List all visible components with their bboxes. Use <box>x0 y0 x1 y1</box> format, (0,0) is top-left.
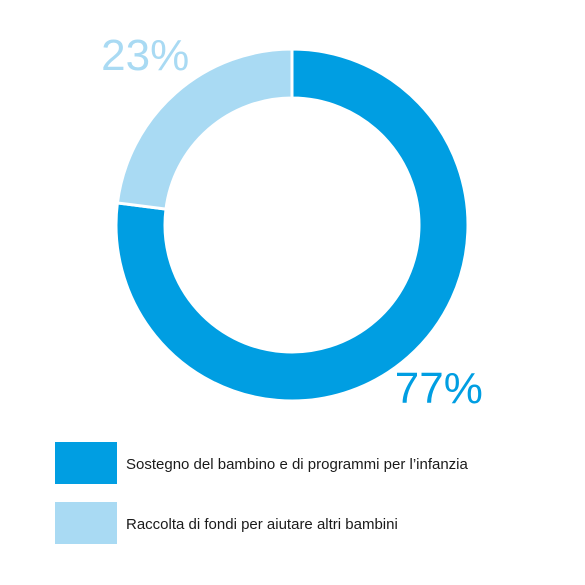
legend-label: Raccolta di fondi per aiutare altri bamb… <box>126 516 398 533</box>
donut-slice <box>114 47 470 403</box>
slice-label: 23% <box>101 31 189 80</box>
legend-swatch <box>55 502 117 544</box>
donut-slice <box>115 47 294 211</box>
legend-label: Sostegno del bambino e di programmi per … <box>126 456 469 473</box>
legend-swatch <box>55 442 117 484</box>
slice-label: 77% <box>395 364 483 413</box>
